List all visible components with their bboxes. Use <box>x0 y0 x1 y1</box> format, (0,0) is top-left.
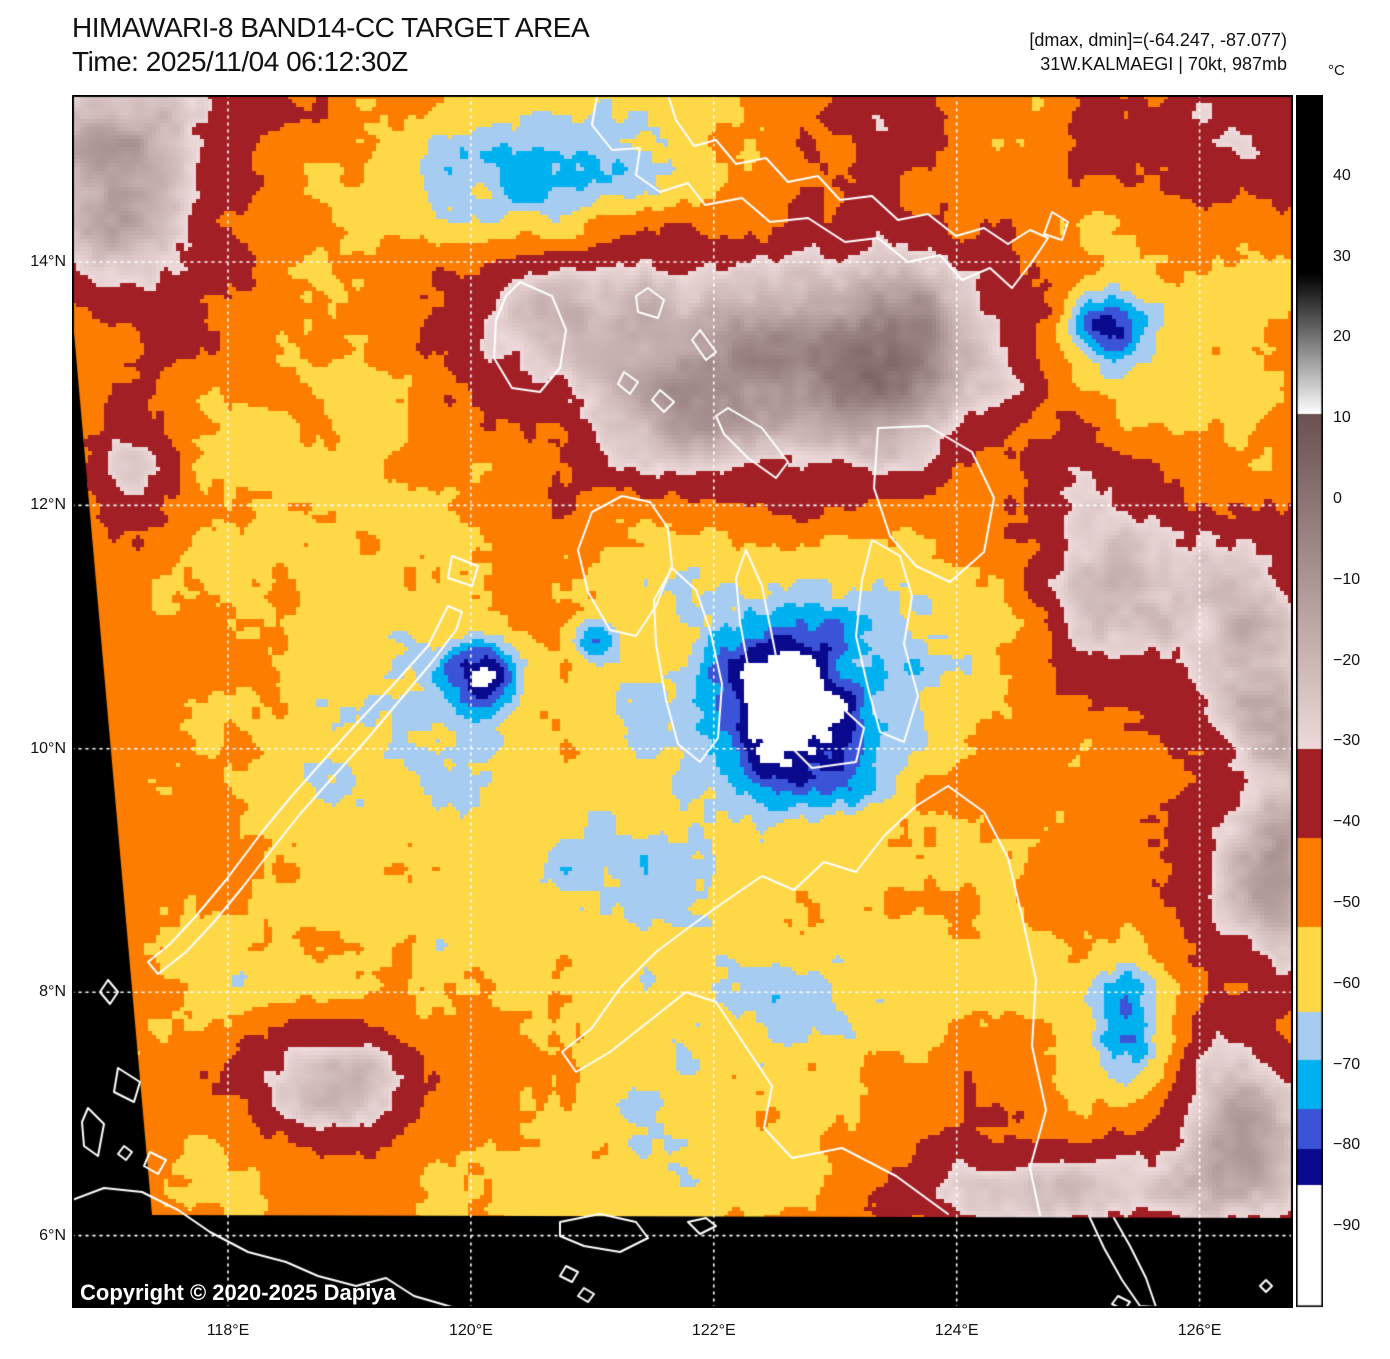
copyright-label: Copyright © 2020-2025 Dapiya <box>80 1280 396 1305</box>
colorbar-tick-label: 30 <box>1333 247 1351 265</box>
lat-tick-label: 14°N <box>30 253 66 270</box>
lon-tick-label: 118°E <box>206 1322 250 1339</box>
colorbar-tick-label: −60 <box>1333 974 1361 992</box>
figure-timestamp: Time: 2025/11/04 06:12:30Z <box>72 46 408 77</box>
lat-tick-label: 10°N <box>30 739 66 757</box>
colorbar-tick-label: 40 <box>1333 166 1351 184</box>
storm-info: 31W.KALMAEGI | 70kt, 987mb <box>1040 54 1287 74</box>
lon-tick-label: 126°E <box>1177 1322 1222 1339</box>
lon-tick-label: 120°E <box>449 1322 493 1339</box>
colorbar-tick-label: −20 <box>1333 651 1361 669</box>
lon-tick-label: 122°E <box>691 1322 736 1339</box>
colorbar-tick-label: −90 <box>1333 1217 1361 1235</box>
colorbar-tick-label: −70 <box>1333 1055 1361 1073</box>
lat-tick-label: 6°N <box>39 1226 66 1244</box>
satellite-map-image <box>72 95 1293 1308</box>
colorbar-tick-label: −50 <box>1333 894 1361 911</box>
colorbar-tick-label: −30 <box>1333 732 1361 750</box>
figure-title: HIMAWARI-8 BAND14-CC TARGET AREA <box>72 12 590 43</box>
temp-range-info: [dmax, dmin]=(-64.247, -87.077) <box>1029 30 1287 50</box>
colorbar-tick-label: 20 <box>1333 328 1351 346</box>
colorbar <box>1296 95 1323 1308</box>
colorbar-tick-label: −40 <box>1333 813 1361 831</box>
colorbar-unit-label: °C <box>1328 62 1345 79</box>
colorbar-tick-label: 0 <box>1333 490 1342 507</box>
lat-tick-label: 12°N <box>30 496 66 514</box>
lat-tick-label: 8°N <box>39 983 66 1001</box>
colorbar-tick-label: 10 <box>1333 409 1351 427</box>
colorbar-tick-label: −80 <box>1333 1136 1361 1154</box>
colorbar-tick-label: −10 <box>1333 570 1361 588</box>
lon-tick-label: 124°E <box>934 1322 979 1339</box>
